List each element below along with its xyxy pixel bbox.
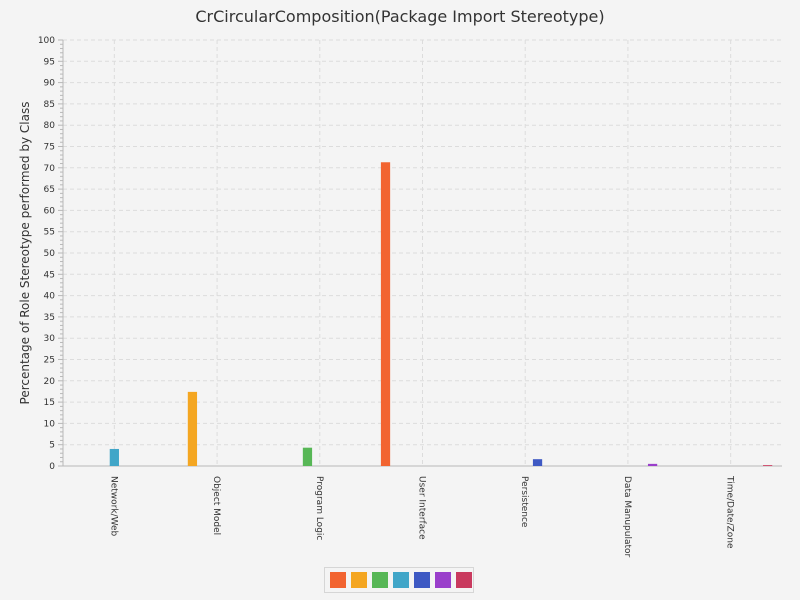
legend bbox=[324, 567, 474, 593]
y-tick-label: 70 bbox=[44, 164, 56, 174]
y-tick-label: 0 bbox=[49, 462, 55, 472]
y-tick-label: 5 bbox=[49, 441, 55, 451]
y-tick-label: 30 bbox=[44, 334, 56, 344]
y-tick-label: 25 bbox=[44, 356, 55, 366]
chart-title: CrCircularComposition(Package Import Ste… bbox=[195, 7, 605, 26]
x-tick-label: Network/Web bbox=[108, 476, 118, 537]
y-tick-label: 65 bbox=[44, 185, 55, 195]
legend-swatch bbox=[330, 572, 346, 588]
legend-swatch bbox=[456, 572, 472, 588]
y-tick-label: 100 bbox=[38, 36, 55, 46]
y-tick-label: 20 bbox=[44, 377, 56, 387]
x-tick-label: Time/Date/Zone bbox=[725, 475, 735, 549]
y-tick-label: 75 bbox=[44, 143, 55, 153]
y-tick-label: 60 bbox=[44, 206, 56, 216]
bar-data-manupulator bbox=[647, 463, 658, 466]
x-tick-label: Program Logic bbox=[314, 476, 324, 540]
y-tick-label: 10 bbox=[44, 419, 56, 429]
legend-swatch bbox=[393, 572, 409, 588]
y-tick-label: 40 bbox=[44, 292, 56, 302]
y-tick-label: 50 bbox=[44, 249, 56, 259]
y-tick-label: 90 bbox=[44, 79, 56, 89]
legend-swatch bbox=[414, 572, 430, 588]
bar-object-model bbox=[187, 391, 198, 466]
y-tick-label: 55 bbox=[44, 228, 55, 238]
y-tick-label: 85 bbox=[44, 100, 55, 110]
y-tick-label: 35 bbox=[44, 313, 55, 323]
y-tick-label: 80 bbox=[44, 121, 56, 131]
y-tick-label: 15 bbox=[44, 398, 55, 408]
bar-time-date-zone bbox=[762, 465, 773, 466]
x-tick-label: Persistence bbox=[519, 476, 529, 528]
y-axis-title: Percentage of Role Stereotype performed … bbox=[18, 102, 32, 405]
x-tick-label: Object Model bbox=[211, 476, 221, 535]
bar-user-interface bbox=[380, 162, 391, 466]
x-tick-label: Data Manupulator bbox=[622, 476, 632, 558]
bar-persistence bbox=[532, 459, 543, 466]
legend-swatch bbox=[435, 572, 451, 588]
bar-program-logic bbox=[302, 447, 313, 466]
y-tick-label: 95 bbox=[44, 57, 55, 67]
legend-swatch bbox=[372, 572, 388, 588]
legend-swatch bbox=[351, 572, 367, 588]
y-tick-label: 45 bbox=[44, 270, 55, 280]
x-tick-label: User Interface bbox=[417, 476, 427, 540]
bar-network-web bbox=[109, 448, 119, 466]
